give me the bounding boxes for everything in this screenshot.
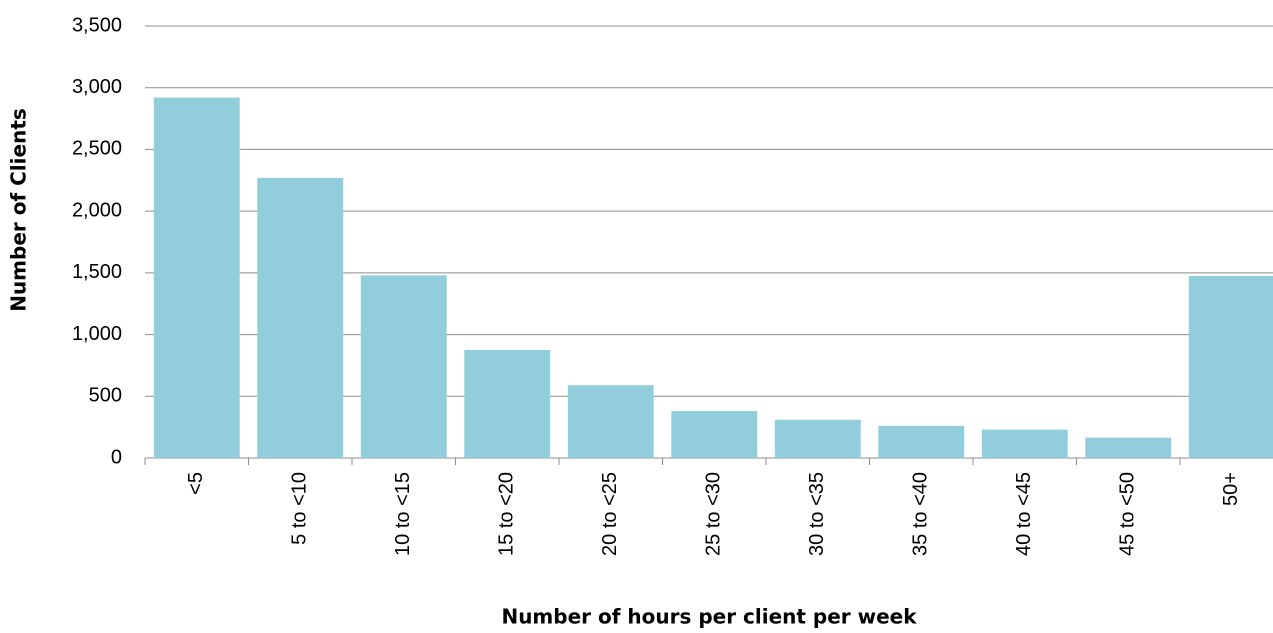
- bar: [981, 429, 1068, 458]
- x-tick-label: 5 to <10: [289, 472, 311, 545]
- y-tick-label: 2,000: [72, 199, 122, 221]
- bar: [464, 350, 551, 458]
- bar: [671, 411, 758, 458]
- x-tick-label: 10 to <15: [392, 472, 414, 556]
- y-axis-title: Number of Clients: [7, 108, 31, 312]
- y-tick-label: 3,500: [72, 14, 122, 36]
- bar: [360, 275, 447, 458]
- y-tick-label: 3,000: [72, 76, 122, 98]
- x-tick-label: 45 to <50: [1117, 472, 1139, 556]
- y-tick-label: 0: [111, 446, 122, 468]
- x-tick-label: 25 to <30: [703, 472, 725, 556]
- bar: [774, 419, 861, 458]
- x-tick-label: 50+: [1220, 472, 1242, 506]
- x-tick-label: 35 to <40: [910, 472, 932, 556]
- y-tick-label: 500: [89, 385, 122, 407]
- x-axis-title: Number of hours per client per week: [501, 605, 917, 629]
- bar: [257, 177, 344, 458]
- x-tick-label: 30 to <35: [806, 472, 828, 556]
- x-tick-label: 15 to <20: [496, 472, 518, 556]
- bar: [153, 97, 240, 459]
- y-tick-label: 1,500: [72, 261, 122, 283]
- y-tick-label: 1,000: [72, 323, 122, 345]
- bar: [878, 425, 965, 458]
- bar: [1085, 437, 1172, 458]
- x-tick-label: <5: [185, 472, 207, 495]
- bar: [1188, 275, 1273, 458]
- x-tick-label: 40 to <45: [1013, 472, 1035, 556]
- x-tick-label: 20 to <25: [599, 472, 621, 556]
- y-tick-label: 2,500: [72, 138, 122, 160]
- bar: [567, 385, 654, 458]
